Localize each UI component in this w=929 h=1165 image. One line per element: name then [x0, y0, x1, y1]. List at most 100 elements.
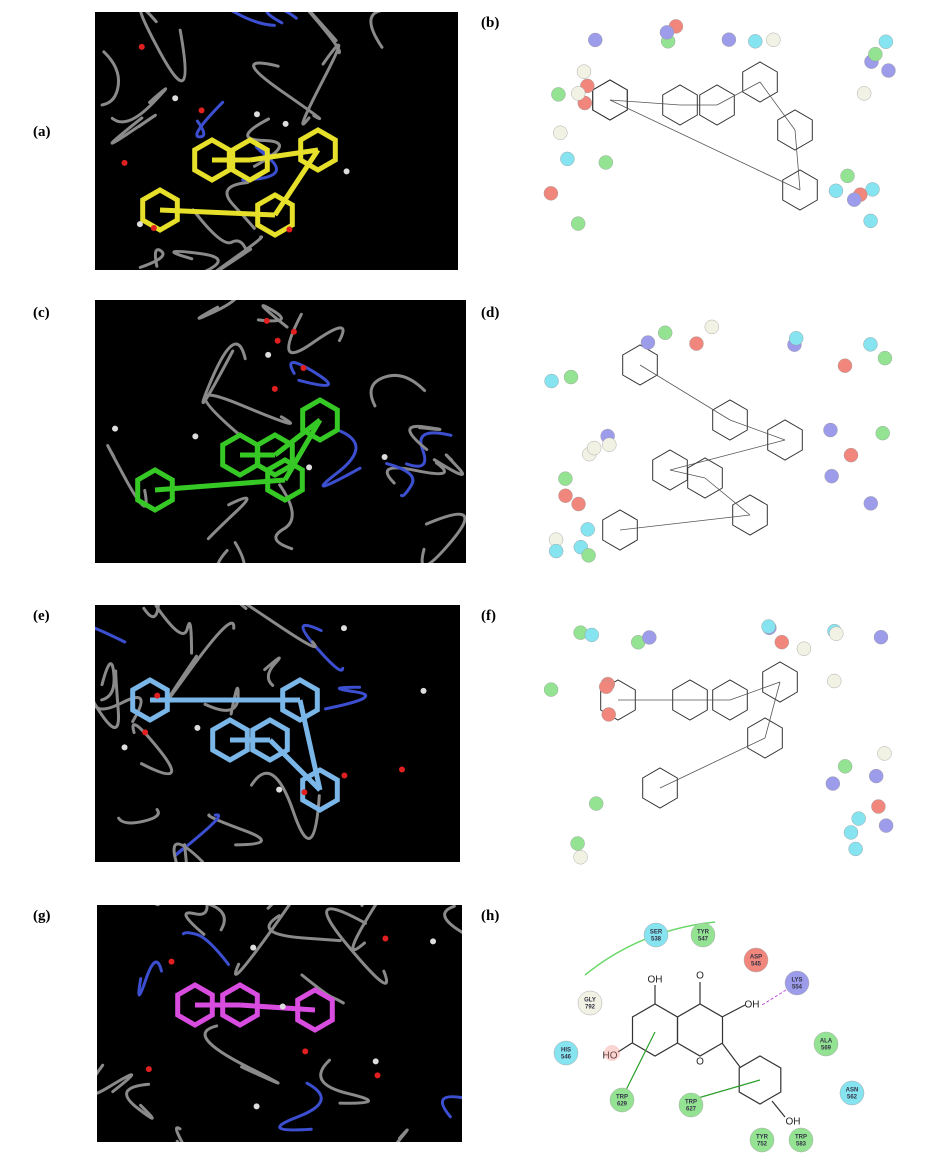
residue [868, 46, 883, 62]
residue [571, 496, 586, 512]
atom [420, 687, 427, 694]
residue [570, 216, 586, 231]
panel-labels: (a) (b) (c) (d) (e) (f) (g) (h) [33, 15, 499, 924]
residue [873, 629, 889, 645]
residue [642, 630, 657, 645]
residue-number: 546 [561, 1055, 572, 1061]
protein-stick [154, 905, 226, 932]
ligand-ring [265, 457, 305, 503]
atom [430, 938, 437, 945]
images: OH OOHHOOOHSER538TYR547ASP545LYS554GLY792… [95, 12, 896, 1153]
interaction-diagram [543, 19, 896, 231]
atom [306, 464, 313, 471]
ligand-ring [298, 127, 338, 173]
atom [253, 111, 260, 118]
residue [601, 707, 616, 722]
docking-render [95, 605, 460, 862]
protein-stick [408, 424, 442, 451]
residue [689, 336, 704, 351]
residue [877, 746, 892, 761]
protein-stick [191, 208, 248, 253]
residue [563, 369, 579, 385]
ligand-bond [282, 418, 323, 482]
residue-name: TRP [795, 1135, 807, 1141]
residue [828, 183, 844, 199]
residue [825, 776, 841, 791]
residue [788, 1127, 814, 1153]
residue-name: ASN [846, 1088, 859, 1094]
residue [580, 522, 595, 537]
residue [589, 796, 604, 811]
protein-stick [287, 312, 345, 355]
atom-label: HO [603, 1051, 618, 1062]
atom [145, 1066, 152, 1073]
atom [372, 1058, 379, 1065]
residue [551, 87, 566, 102]
residue-name: LYS [791, 978, 802, 984]
protein-stick [443, 905, 462, 934]
residue [837, 358, 853, 373]
residue-name: HIS [561, 1048, 571, 1054]
protein-stick [289, 360, 330, 387]
residue [761, 619, 776, 634]
ring [738, 1055, 782, 1105]
residue-name: TRP [685, 1100, 697, 1106]
ligand-ring [280, 677, 320, 723]
residue [881, 63, 896, 78]
pi-stack [625, 1031, 656, 1091]
protein-stick [274, 483, 294, 551]
ligand-ring [300, 767, 340, 813]
residue [577, 990, 603, 1016]
atom [340, 625, 347, 632]
residue [581, 548, 596, 563]
residue [558, 488, 573, 503]
protein-stick [263, 656, 281, 687]
ligand-bond [297, 699, 323, 791]
bond [721, 1042, 741, 1068]
atom [381, 453, 388, 460]
residue [678, 1092, 704, 1118]
residue-number: 538 [651, 937, 662, 943]
bond [771, 1100, 786, 1118]
atom [112, 425, 119, 432]
protein-stick [195, 100, 225, 139]
atom [341, 772, 348, 779]
ring [777, 109, 813, 151]
protein-stick [175, 1126, 184, 1142]
atom [250, 944, 257, 951]
ring [712, 399, 748, 441]
protein-stick [184, 905, 209, 936]
protein-stick [206, 496, 249, 541]
ligand-bond [154, 477, 286, 493]
render-background [97, 905, 462, 1142]
residue [877, 350, 893, 366]
panel-label: (b) [481, 15, 499, 31]
residue [843, 447, 859, 463]
docking-render [95, 12, 458, 270]
atom [121, 159, 128, 166]
residue [548, 543, 564, 559]
pi-stack [697, 1079, 761, 1099]
atom [263, 317, 270, 324]
residue [823, 422, 838, 438]
protein-stick [95, 669, 120, 730]
ligand-bond [273, 418, 322, 457]
protein-stick [307, 12, 342, 55]
atom [374, 1072, 381, 1079]
residue [543, 682, 559, 697]
ligand-ring [250, 717, 290, 763]
protein-stick [395, 1128, 409, 1142]
bond [794, 129, 801, 191]
bond [669, 469, 706, 479]
atom-label: OH [648, 975, 663, 986]
residue [602, 437, 617, 452]
residue [598, 155, 614, 170]
bond [617, 1042, 633, 1053]
bond [729, 419, 786, 441]
atom [286, 226, 293, 233]
protein-stick [234, 905, 291, 976]
bond [609, 99, 681, 106]
atom [302, 1048, 309, 1055]
protein-stick [207, 813, 263, 847]
protein-stick [137, 960, 163, 997]
